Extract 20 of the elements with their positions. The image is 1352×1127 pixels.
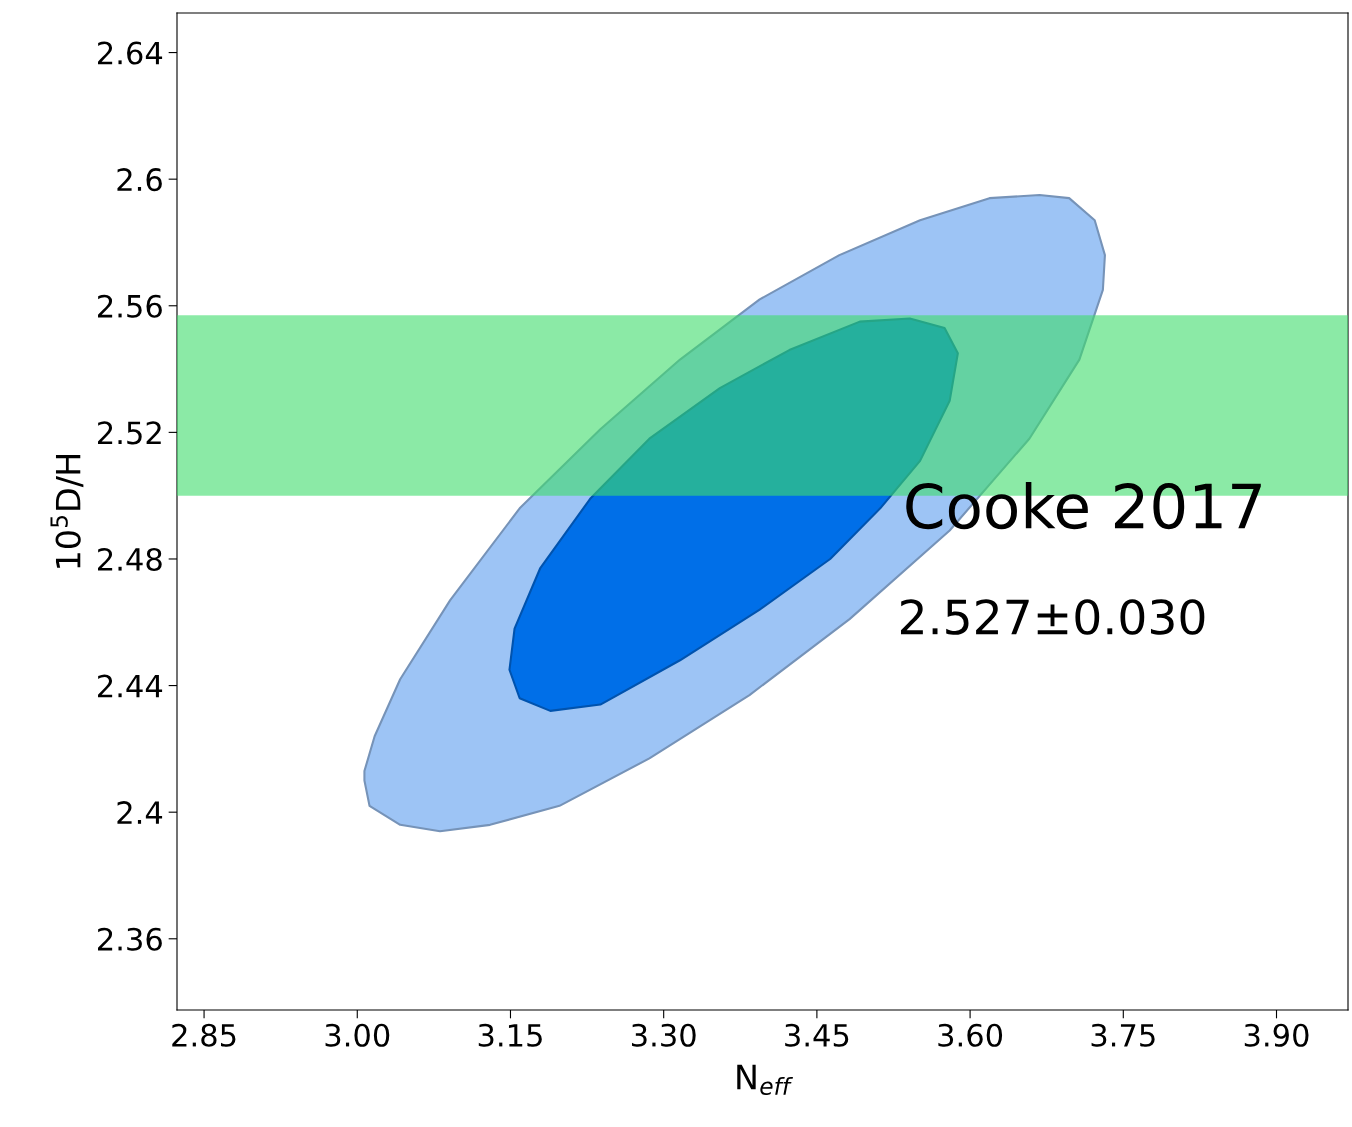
x-tick-label: 3.45 bbox=[785, 1023, 849, 1047]
x-tick-label: 3.75 bbox=[1091, 1023, 1155, 1047]
y-tick-label: 2.64 bbox=[98, 41, 163, 65]
x-tick-label: 3.00 bbox=[325, 1023, 390, 1047]
y-axis-title: 10$^{5}$D/H bbox=[50, 454, 84, 568]
x-tick-label: 3.15 bbox=[478, 1023, 542, 1047]
x-tick-label: 3.30 bbox=[632, 1023, 696, 1047]
y-tick-label: 2.44 bbox=[98, 674, 163, 698]
y-tick-label: 2.4 bbox=[117, 801, 163, 824]
annotation: 2.527±0.030 bbox=[900, 599, 1205, 635]
y-tick-label: 2.36 bbox=[98, 927, 162, 951]
y-tick-label: 2.6 bbox=[117, 168, 162, 192]
y-tick-label: 2.56 bbox=[98, 294, 162, 318]
x-axis-title: N$_{eff}$ bbox=[737, 1064, 793, 1095]
y-tick-label: 2.48 bbox=[98, 547, 162, 572]
y-tick-label: 2.52 bbox=[98, 421, 161, 445]
x-tick-label: 3.90 bbox=[1244, 1023, 1309, 1047]
x-tick-label: 3.60 bbox=[938, 1023, 1003, 1047]
x-tick-label: 2.85 bbox=[172, 1023, 236, 1047]
annotation: Cooke 2017 bbox=[906, 481, 1261, 530]
